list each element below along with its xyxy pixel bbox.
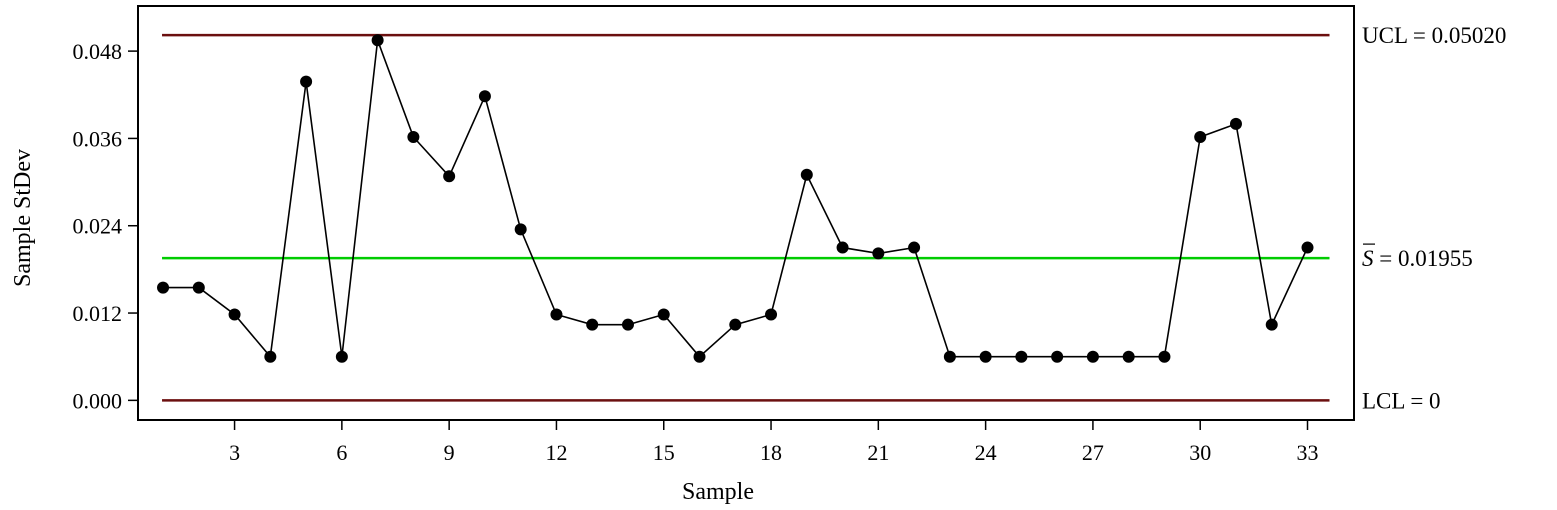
data-point (908, 241, 921, 254)
data-point (586, 318, 599, 331)
data-point (693, 350, 706, 363)
plot-frame (137, 5, 1355, 421)
data-series (157, 34, 1314, 363)
y-tick-label: 0.036 (73, 126, 123, 151)
x-tick-label: 33 (1297, 440, 1319, 465)
data-point (443, 170, 456, 183)
center-symbol: S (1362, 246, 1374, 271)
data-point (1301, 241, 1314, 254)
data-point (1122, 350, 1135, 363)
data-point (1086, 350, 1099, 363)
axes: 3 6 9 12 15 18 21 24 27 30 33 0.000 0.012 0.024 0.036 0… (73, 39, 1319, 465)
data-point (943, 350, 956, 363)
y-tick-label: 0.012 (73, 301, 123, 326)
data-point (157, 281, 170, 294)
reference-lines (162, 33, 1330, 402)
x-axis-title: Sample (682, 479, 754, 505)
data-point (765, 308, 778, 321)
data-point (371, 34, 384, 47)
x-tick-label: 27 (1082, 440, 1104, 465)
y-tick-label: 0.024 (73, 214, 123, 239)
data-point (478, 90, 491, 103)
center-label: S = 0.01955 (1362, 246, 1473, 271)
data-point (514, 223, 527, 236)
x-tick-label: 15 (653, 440, 675, 465)
data-point (1158, 350, 1171, 363)
x-tick-label: 30 (1189, 440, 1211, 465)
y-axis-title: Sample StDev (10, 149, 36, 287)
data-point (228, 308, 241, 321)
y-tick-label: 0.048 (73, 39, 123, 64)
reference-labels: UCL = 0.05020 S = 0.01955 LCL = 0 (1362, 23, 1506, 413)
data-point (1194, 130, 1207, 143)
ucl-label: UCL = 0.05020 (1362, 23, 1506, 48)
data-point (657, 308, 670, 321)
data-point (800, 168, 813, 181)
data-point (979, 350, 992, 363)
data-point (192, 281, 205, 294)
x-tick-label: 18 (760, 440, 782, 465)
x-tick-label: 12 (545, 440, 567, 465)
data-point (836, 241, 849, 254)
x-tick-label: 21 (867, 440, 889, 465)
x-tick-label: 3 (229, 440, 240, 465)
x-tick-label: 6 (336, 440, 347, 465)
y-tick-label: 0.000 (73, 388, 123, 413)
series-line (163, 39, 1309, 359)
data-point (335, 350, 348, 363)
data-point (300, 75, 313, 88)
data-point (872, 247, 885, 260)
data-point (550, 308, 563, 321)
data-point (1051, 350, 1064, 363)
lcl-label: LCL = 0 (1362, 388, 1441, 413)
x-tick-label: 9 (444, 440, 455, 465)
data-point (407, 130, 420, 143)
data-point (1265, 318, 1278, 331)
data-point (1015, 350, 1028, 363)
x-tick-label: 24 (975, 440, 997, 465)
data-point (729, 318, 742, 331)
data-point (264, 350, 277, 363)
data-point (621, 318, 634, 331)
data-point (1229, 117, 1242, 130)
